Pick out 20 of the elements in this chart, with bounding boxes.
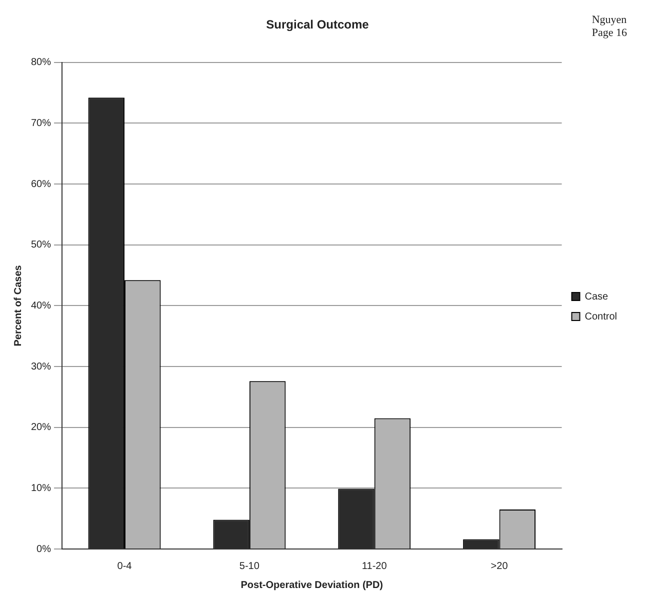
x-tick-label: 5-10 [239, 560, 260, 572]
y-tick-label: 80% [31, 57, 52, 68]
y-tick-label: 50% [31, 240, 52, 251]
y-tick-label: 60% [31, 178, 52, 190]
x-tick-label: 0-4 [117, 560, 132, 572]
text: Page 16 [592, 27, 627, 40]
y-tick-label: 20% [31, 422, 52, 434]
y-tick-label: 40% [31, 300, 52, 312]
legend-label: Control [584, 311, 618, 322]
x-tick-label: >20 [490, 560, 508, 572]
y-axis-title: Percent of Cases [12, 264, 24, 346]
text: Nguyen [592, 14, 627, 27]
y-tick-label: 30% [31, 361, 52, 372]
chart-title: Surgical Outcome [266, 18, 370, 32]
legend-label: Case [584, 291, 609, 302]
y-tick-label: 70% [31, 118, 52, 129]
x-tick-label: 11-20 [362, 560, 388, 572]
y-tick-label: 0% [36, 544, 52, 555]
x-axis-title: Post-Operative Deviation (PD) [240, 580, 384, 591]
y-tick-label: 10% [31, 482, 52, 494]
